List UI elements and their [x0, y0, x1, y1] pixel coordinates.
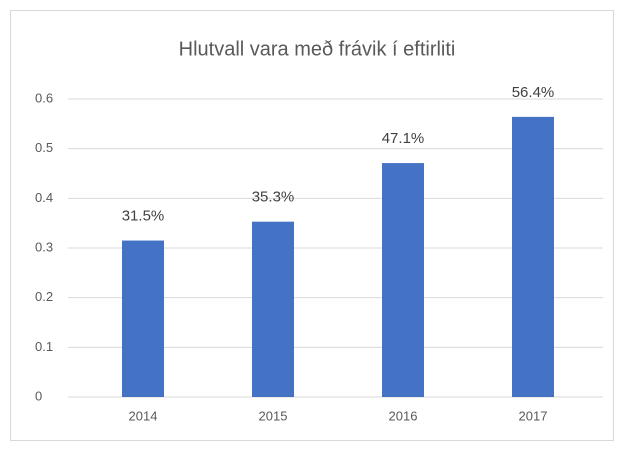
y-tick-label: 0.6 [35, 90, 53, 105]
x-tick-label: 2016 [389, 408, 418, 423]
bar [122, 240, 164, 397]
data-label: 56.4% [512, 84, 555, 101]
bar [382, 163, 424, 397]
y-tick-label: 0.4 [35, 190, 53, 205]
chart-title: Hlutvall vara með frávik í eftirliti [179, 38, 456, 60]
y-tick-label: 0.2 [35, 289, 53, 304]
x-tick-label: 2017 [519, 408, 548, 423]
bar [512, 116, 554, 397]
bar [252, 221, 294, 397]
data-label: 47.1% [382, 130, 425, 147]
data-label: 31.5% [122, 208, 165, 225]
x-tick-label: 2014 [129, 408, 158, 423]
y-tick-label: 0.1 [35, 339, 53, 354]
y-tick-label: 0 [35, 388, 42, 403]
data-label: 35.3% [252, 189, 295, 206]
y-tick-label: 0.5 [35, 140, 53, 155]
y-tick-label: 0.3 [35, 239, 53, 254]
x-tick-label: 2015 [259, 408, 288, 423]
